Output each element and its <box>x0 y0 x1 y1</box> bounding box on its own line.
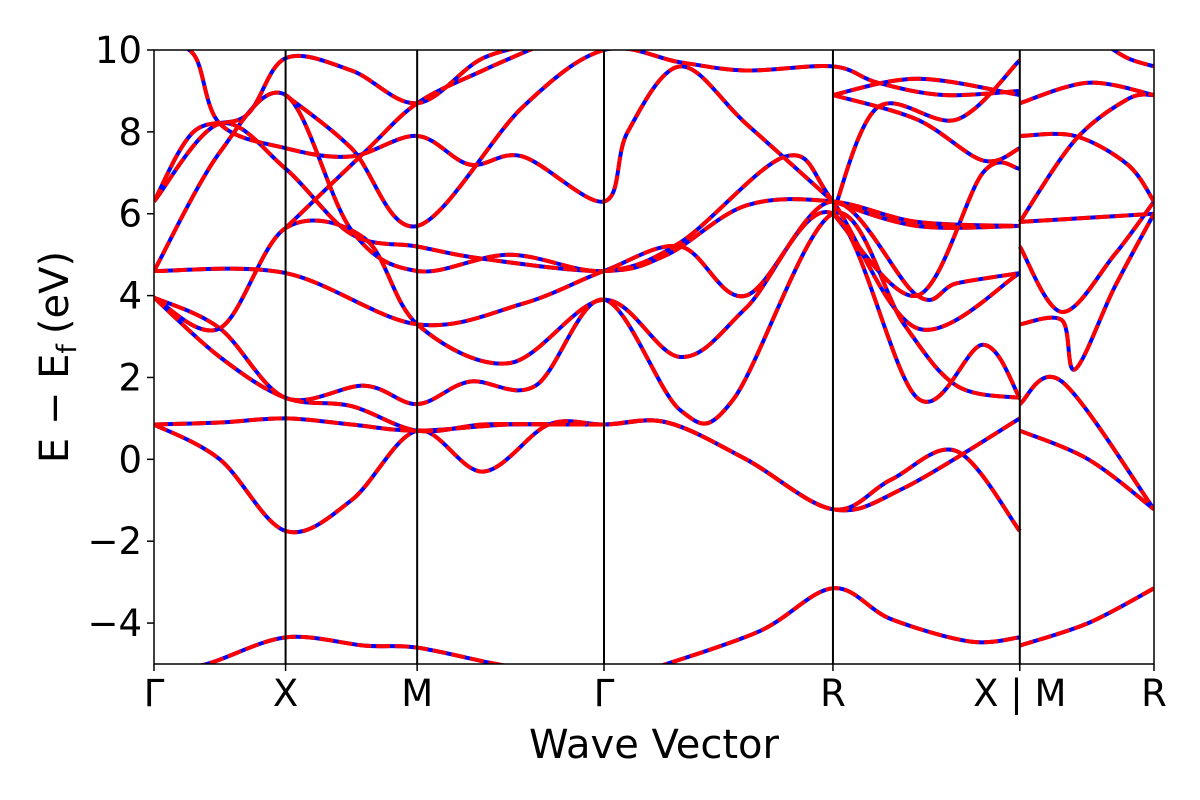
band-dashed-27 <box>1018 92 1154 224</box>
band-dashed-28 <box>1110 50 1154 69</box>
band-dashed-15 <box>832 199 1020 230</box>
bands-layer <box>154 50 1154 664</box>
plot-frame <box>153 49 1155 665</box>
x-tick-label: X | M <box>973 672 1066 715</box>
y-tick-label: −2 <box>87 520 142 563</box>
x-tick-label: M <box>401 672 433 715</box>
y-tick-label: 0 <box>118 438 142 481</box>
y-axis-label: E − Ef (eV) <box>32 251 83 463</box>
band-dashed-7 <box>154 121 1020 274</box>
y-tick-label: 10 <box>95 29 142 72</box>
y-tick-label: 8 <box>118 111 142 154</box>
band-dashed-16 <box>831 160 1021 298</box>
kpoint-divider-layer <box>284 50 1021 664</box>
band-dashed-21 <box>1019 428 1154 511</box>
band-dashed-8 <box>154 50 517 203</box>
x-tick-label: R <box>820 672 846 715</box>
x-tick-label: Γ <box>144 672 165 715</box>
band-solid-19 <box>1019 586 1154 648</box>
y-tick-label: 4 <box>118 275 142 318</box>
y-tick-label: 2 <box>118 356 142 399</box>
band-dashed-24 <box>1019 211 1154 224</box>
x-axis-ticks: Γ X M Γ R X | M R <box>144 664 1167 715</box>
y-tick-label: 6 <box>118 193 142 236</box>
band-dashed-23 <box>1018 200 1154 314</box>
band-dashed-25 <box>1019 80 1154 106</box>
band-dashed-22 <box>1019 212 1154 372</box>
y-axis-label-unit: (eV) <box>32 251 78 334</box>
band-dashed-6 <box>154 90 1021 332</box>
y-tick-label: −4 <box>87 602 142 645</box>
band-dashed-1 <box>154 418 1022 535</box>
y-axis-label-main: E − E <box>32 354 78 464</box>
y-axis-ticks: −4 −2 0 2 4 6 8 10 <box>87 29 154 645</box>
band-dashed-20 <box>1018 374 1154 511</box>
y-axis-label-subscript: f <box>52 343 83 354</box>
band-dashed-9 <box>185 50 835 204</box>
band-dashed-13 <box>832 93 1021 164</box>
x-tick-label: X <box>273 672 298 715</box>
band-dashed-11 <box>284 50 1020 229</box>
band-dashed-2 <box>154 296 604 434</box>
x-tick-label: R <box>1141 672 1167 715</box>
x-axis-label: Wave Vector <box>529 722 780 768</box>
x-tick-label: Γ <box>594 672 615 715</box>
band-dashed-12 <box>831 58 1022 215</box>
band-dashed-14 <box>832 76 1021 97</box>
band-dashed-26 <box>1019 131 1154 203</box>
band-dashed-18 <box>659 586 1021 664</box>
